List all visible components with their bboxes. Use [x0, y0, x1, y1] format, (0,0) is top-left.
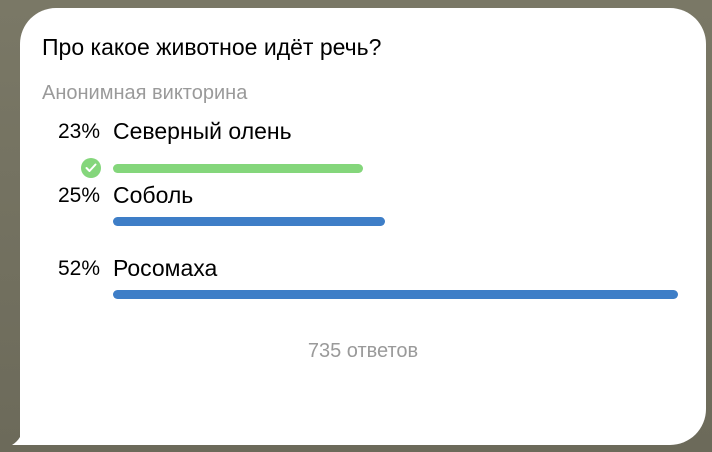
- total-votes[interactable]: 735 ответов: [307, 340, 419, 362]
- option-result-bar: [113, 290, 678, 299]
- correct-check-icon: [81, 158, 101, 178]
- option-text: Росомаха: [113, 255, 218, 281]
- poll-message-bubble: Про какое животное идёт речь? Анонимная …: [20, 8, 706, 445]
- poll-question: Про какое животное идёт речь?: [42, 34, 382, 60]
- option-percent: 25%: [57, 184, 100, 207]
- option-percent: 23%: [57, 120, 100, 143]
- option-text: Соболь: [113, 182, 194, 208]
- option-result-bar: [113, 164, 363, 173]
- option-result-bar: [113, 217, 385, 226]
- option-percent: 52%: [57, 257, 100, 280]
- poll-type-label: Анонимная викторина: [42, 82, 248, 104]
- option-text: Северный олень: [113, 118, 292, 144]
